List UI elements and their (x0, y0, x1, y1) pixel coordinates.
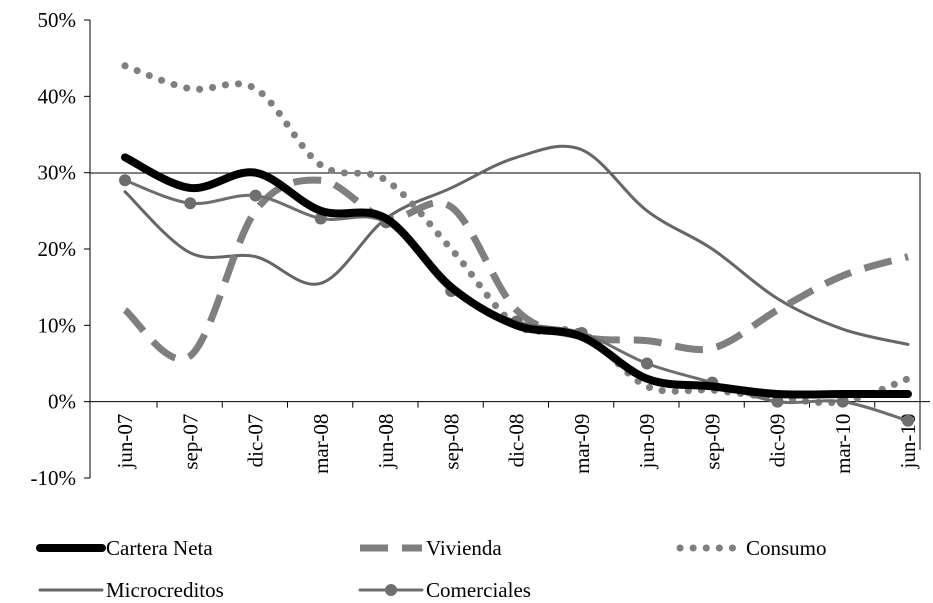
series-marker (902, 414, 914, 427)
y-tick-label: 10% (38, 313, 77, 337)
series-marker (184, 197, 197, 210)
x-tick-label: jun-09 (635, 414, 659, 470)
y-tick-label: 40% (38, 84, 77, 108)
legend-label: Microcreditos (106, 578, 224, 602)
x-tick-label: dic-09 (766, 414, 790, 468)
series-marker (836, 395, 849, 408)
x-tick-label: sep-07 (178, 414, 202, 470)
x-tick-label: dic-07 (244, 414, 268, 468)
y-tick-label: 0% (48, 390, 76, 414)
legend-label: Vivienda (426, 536, 502, 560)
x-tick-label: mar-09 (570, 414, 594, 474)
y-tick-label: 30% (38, 161, 77, 185)
legend-marker (385, 584, 397, 596)
legend-label: Consumo (746, 536, 827, 560)
y-tick-label: 50% (38, 8, 77, 32)
x-tick-label: mar-08 (309, 414, 333, 474)
x-tick-label: jun-07 (113, 414, 137, 470)
legend-label: Comerciales (426, 578, 531, 602)
x-tick-label: sep-09 (700, 414, 724, 470)
y-tick-label: -10% (31, 466, 77, 490)
y-tick-label: 20% (38, 237, 77, 261)
series-line (121, 153, 912, 399)
series-line (123, 144, 910, 346)
series-marker (641, 357, 653, 370)
legend-label: Cartera Neta (106, 536, 213, 560)
x-tick-label: sep-08 (439, 414, 463, 470)
series-marker (771, 395, 784, 408)
series-marker (119, 174, 131, 187)
x-tick-label: mar-10 (831, 414, 855, 474)
series-marker (249, 189, 262, 202)
x-tick-label: jun-08 (374, 414, 398, 470)
series-line (122, 176, 909, 363)
x-tick-label: dic-08 (505, 414, 529, 468)
